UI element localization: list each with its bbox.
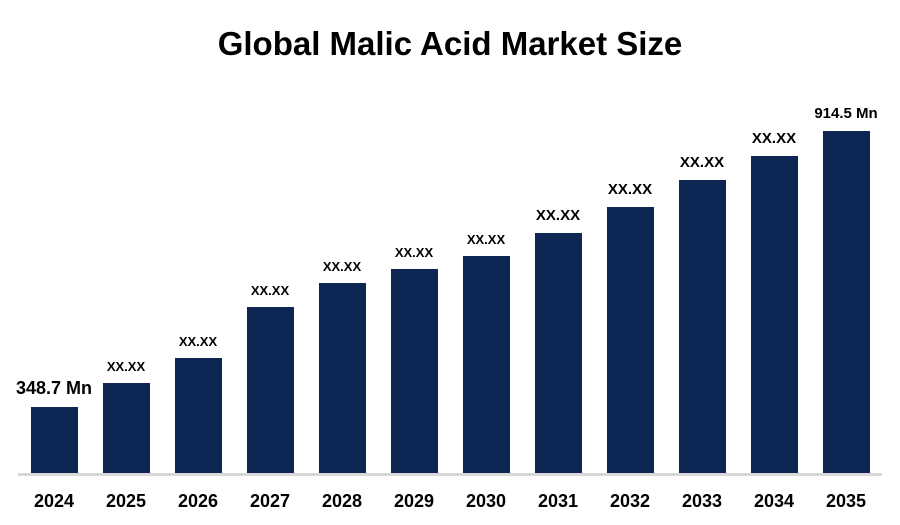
bar-value-label-2027: XX.XX: [250, 283, 290, 298]
bar-column-2024: 348.7 Mn: [15, 378, 93, 473]
x-tick-2027: 2027: [249, 491, 291, 511]
x-tick-2031: 2031: [537, 491, 579, 511]
bar-value-label-2034: XX.XX: [751, 130, 797, 147]
bar-2028: [318, 283, 366, 473]
bar-value-label-2028: XX.XX: [322, 259, 362, 274]
bar-column-2028: XX.XX: [306, 260, 378, 473]
bar-2033: [678, 180, 726, 473]
bar-2024: [30, 407, 78, 473]
chart-title: Global Malic Acid Market Size: [217, 25, 683, 62]
bar-column-2035: 914.5 Mn: [810, 106, 882, 473]
bar-2032: [606, 207, 654, 473]
x-tick-2026: 2026: [177, 491, 219, 511]
plot-area: 348.7 Mn XX.XX XX.XX XX.XX XX.XX XX.XX XX.XX XX…: [15, 100, 882, 512]
bar-value-label-2024: 348.7 Mn: [15, 378, 93, 398]
bar-value-label-2026: XX.XX: [178, 334, 218, 349]
bar-column-2031: XX.XX: [522, 208, 594, 473]
bar-column-2027: XX.XX: [234, 284, 306, 473]
bar-2025: [102, 383, 150, 473]
x-tick-2024: 2024: [33, 491, 75, 511]
x-tick-2033: 2033: [681, 491, 723, 511]
bar-value-label-2025: XX.XX: [106, 359, 146, 374]
bar-value-label-2032: XX.XX: [607, 181, 653, 198]
bar-value-label-2030: XX.XX: [466, 232, 506, 247]
x-tick-2030: 2030: [465, 491, 507, 511]
bar-value-label-2031: XX.XX: [535, 207, 581, 224]
x-tick-2029: 2029: [393, 491, 435, 511]
bar-2029: [390, 269, 438, 473]
bar-column-2033: XX.XX: [666, 155, 738, 473]
bar-column-2029: XX.XX: [378, 246, 450, 473]
bar-column-2025: XX.XX: [90, 360, 162, 473]
x-axis-labels: 2024 2025 2026 2027 2028 2029 2030 2031 2032 2033…: [18, 476, 882, 512]
bar-2026: [174, 358, 222, 473]
x-tick-2025: 2025: [105, 491, 147, 511]
bar-value-label-2033: XX.XX: [679, 154, 725, 171]
bar-value-label-2035: 914.5 Mn: [814, 105, 878, 122]
bar-column-2026: XX.XX: [162, 335, 234, 473]
x-tick-2032: 2032: [609, 491, 651, 511]
bar-2027: [246, 307, 294, 473]
bar-2034: [750, 156, 798, 473]
bar-column-2034: XX.XX: [738, 131, 810, 473]
x-tick-2035: 2035: [825, 491, 867, 511]
bar-value-label-2029: XX.XX: [394, 245, 434, 260]
x-tick-2028: 2028: [321, 491, 363, 511]
x-axis-line: [18, 473, 882, 476]
bar-2035: [822, 131, 870, 473]
bar-column-2032: XX.XX: [594, 182, 666, 473]
bar-2030: [462, 256, 510, 473]
x-tick-2034: 2034: [753, 491, 795, 511]
bar-column-2030: XX.XX: [450, 233, 522, 473]
bars-row: 348.7 Mn XX.XX XX.XX XX.XX XX.XX XX.XX XX.XX XX…: [15, 100, 882, 473]
bar-2031: [534, 233, 582, 473]
